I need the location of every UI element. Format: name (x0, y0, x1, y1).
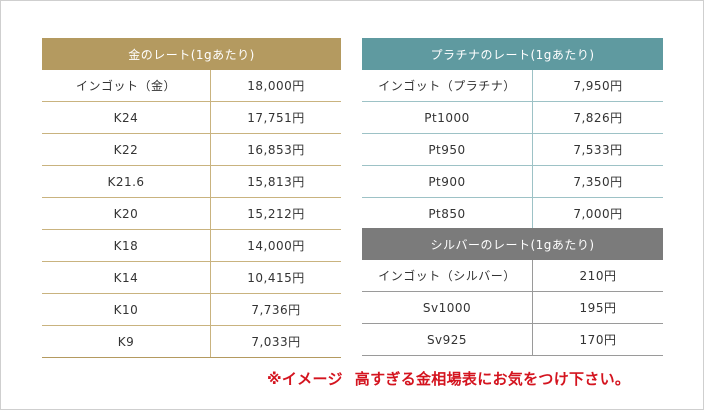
item-name: Sv925 (362, 323, 533, 356)
table-row: インゴット（シルバー） 210円 (362, 260, 663, 292)
item-price: 16,853円 (210, 133, 341, 166)
platinum-rate-table: プラチナのレート(1gあたり) インゴット（プラチナ） 7,950円 Pt1000… (362, 38, 663, 230)
gold-table-header: 金のレート(1gあたり) (42, 38, 341, 70)
item-price: 7,950円 (532, 70, 663, 102)
item-price: 7,000円 (532, 197, 663, 230)
image-disclaimer-note: ※イメージ 高すぎる金相場表にお気をつけ下さい。 (267, 368, 630, 389)
item-price: 7,736円 (210, 293, 341, 326)
item-name: K9 (42, 325, 211, 358)
item-name: K24 (42, 101, 211, 134)
item-price: 18,000円 (210, 70, 341, 102)
table-row: インゴット（金） 18,000円 (42, 70, 341, 102)
item-name: K21.6 (42, 165, 211, 198)
table-row: Pt850 7,000円 (362, 197, 663, 230)
item-name: Pt1000 (362, 101, 533, 134)
table-row: K18 14,000円 (42, 229, 341, 262)
item-price: 210円 (532, 260, 663, 292)
item-price: 15,813円 (210, 165, 341, 198)
table-row: K21.6 15,813円 (42, 165, 341, 198)
item-price: 7,826円 (532, 101, 663, 134)
note-prefix: ※イメージ (267, 370, 343, 388)
item-name: インゴット（シルバー） (362, 260, 533, 292)
table-row: K24 17,751円 (42, 101, 341, 134)
item-name: Pt850 (362, 197, 533, 230)
platinum-table-header: プラチナのレート(1gあたり) (362, 38, 663, 70)
table-row: K20 15,212円 (42, 197, 341, 230)
table-row: K22 16,853円 (42, 133, 341, 166)
table-row: インゴット（プラチナ） 7,950円 (362, 70, 663, 102)
item-name: K14 (42, 261, 211, 294)
item-price: 14,000円 (210, 229, 341, 262)
table-row: Sv925 170円 (362, 323, 663, 356)
item-price: 7,033円 (210, 325, 341, 358)
table-row: K10 7,736円 (42, 293, 341, 326)
table-row: Pt950 7,533円 (362, 133, 663, 166)
table-row: Pt1000 7,826円 (362, 101, 663, 134)
item-price: 170円 (532, 323, 663, 356)
item-price: 7,350円 (532, 165, 663, 198)
item-price: 195円 (532, 291, 663, 324)
gold-rate-table: 金のレート(1gあたり) インゴット（金） 18,000円 K24 17,751円 … (42, 38, 341, 358)
item-name: インゴット（プラチナ） (362, 70, 533, 102)
note-text: 高すぎる金相場表にお気をつけ下さい。 (354, 370, 631, 388)
table-row: Pt900 7,350円 (362, 165, 663, 198)
item-name: K20 (42, 197, 211, 230)
item-price: 17,751円 (210, 101, 341, 134)
table-row: K14 10,415円 (42, 261, 341, 294)
item-price: 10,415円 (210, 261, 341, 294)
item-name: K18 (42, 229, 211, 262)
item-name: K10 (42, 293, 211, 326)
item-name: インゴット（金） (42, 70, 211, 102)
silver-table-header: シルバーのレート(1gあたり) (362, 228, 663, 260)
table-row: K9 7,033円 (42, 325, 341, 358)
item-name: K22 (42, 133, 211, 166)
item-price: 7,533円 (532, 133, 663, 166)
item-price: 15,212円 (210, 197, 341, 230)
table-row: Sv1000 195円 (362, 291, 663, 324)
item-name: Pt900 (362, 165, 533, 198)
item-name: Pt950 (362, 133, 533, 166)
item-name: Sv1000 (362, 291, 533, 324)
silver-rate-table: シルバーのレート(1gあたり) インゴット（シルバー） 210円 Sv1000 19… (362, 228, 663, 356)
